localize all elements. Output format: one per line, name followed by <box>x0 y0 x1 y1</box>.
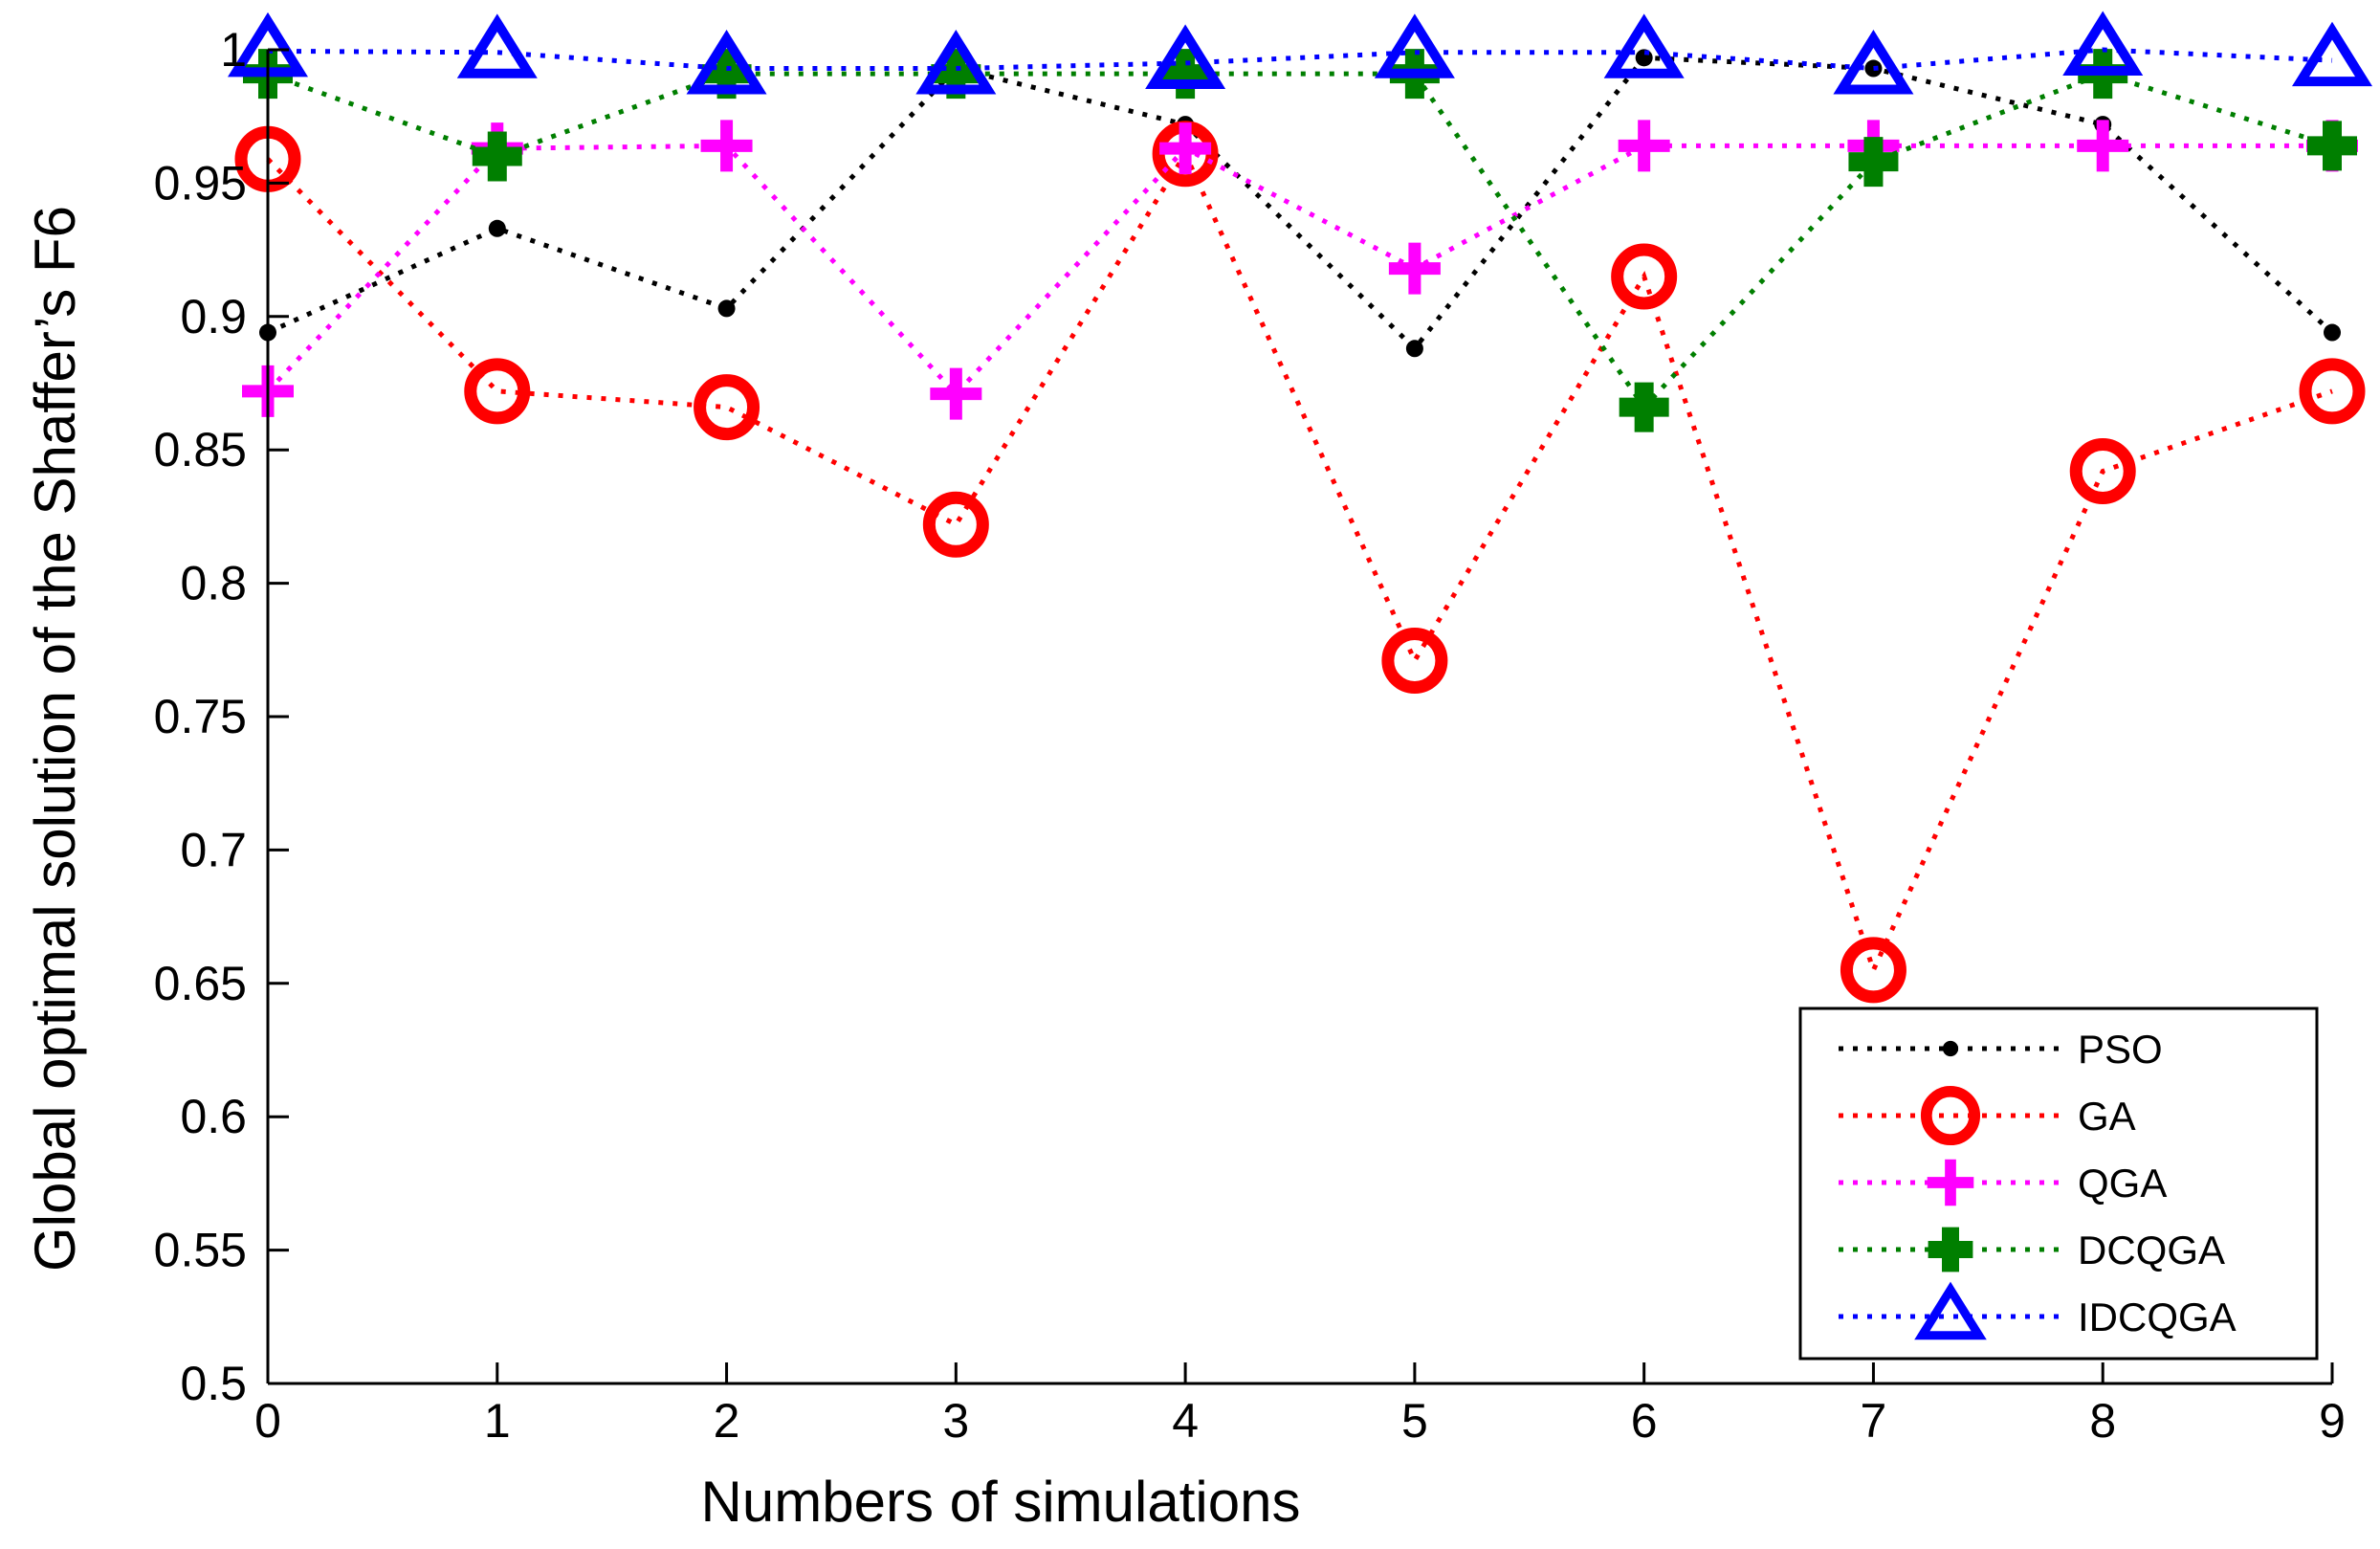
x-axis-title: Numbers of simulations <box>701 1470 1301 1534</box>
data-point-pso-5 <box>1405 340 1423 358</box>
data-point-pso-1 <box>488 219 506 237</box>
y-tick-label-0.6: 0.6 <box>180 1090 247 1143</box>
legend-label-qga: QGA <box>2078 1161 2167 1206</box>
series-idcqga <box>227 11 2373 95</box>
data-point-pso-7 <box>1864 59 1883 77</box>
data-point-qga-4 <box>1159 122 1212 175</box>
data-point-ga-3 <box>922 491 989 558</box>
y-tick-label-0.95: 0.95 <box>154 156 247 210</box>
legend-label-idcqga: IDCQGA <box>2078 1295 2237 1339</box>
legend-marker-pso <box>1942 1040 1959 1057</box>
data-point-idcqga-1 <box>456 13 538 78</box>
data-point-qga-6 <box>1618 120 1670 172</box>
data-point-idcqga-9 <box>2291 21 2373 87</box>
data-point-ga-9 <box>2299 358 2366 425</box>
y-tick-label-1: 1 <box>220 23 247 77</box>
data-point-pso-2 <box>717 299 736 318</box>
y-tick-label-0.7: 0.7 <box>180 823 247 876</box>
x-tick-label-3: 3 <box>942 1394 969 1448</box>
data-point-qga-8 <box>2077 120 2129 172</box>
data-point-dcqga-9 <box>2307 121 2357 171</box>
x-tick-label-7: 7 <box>1861 1394 1887 1448</box>
data-point-ga-5 <box>1381 627 1448 694</box>
data-point-dcqga-4 <box>1160 49 1211 100</box>
data-point-idcqga-7 <box>1833 30 1914 95</box>
data-point-ga-2 <box>694 374 760 441</box>
data-point-idcqga-2 <box>686 30 767 95</box>
x-tick-label-8: 8 <box>2089 1394 2116 1448</box>
legend-label-pso: PSO <box>2078 1027 2163 1072</box>
legend-label-ga: GA <box>2078 1094 2136 1139</box>
data-point-idcqga-5 <box>1374 13 1455 78</box>
series-line-ga <box>266 148 2333 977</box>
legend-marker-dcqga <box>1928 1227 1973 1272</box>
y-tick-label-0.5: 0.5 <box>180 1357 247 1410</box>
x-tick-label-9: 9 <box>2319 1394 2346 1448</box>
data-point-dcqga-6 <box>1619 382 1669 432</box>
series-line-pso <box>266 55 2334 352</box>
data-point-idcqga-6 <box>1603 13 1685 78</box>
y-tick-label-0.9: 0.9 <box>180 290 247 343</box>
legend-marker-idcqga <box>1914 1281 1987 1340</box>
y-tick-label-0.65: 0.65 <box>154 957 247 1010</box>
x-tick-label-6: 6 <box>1631 1394 1658 1448</box>
data-point-pso-9 <box>2324 323 2341 342</box>
data-point-qga-2 <box>700 120 753 172</box>
legend: PSO GA QGA DCQGA IDCQGA <box>1798 1007 2319 1361</box>
y-tick-label-0.75: 0.75 <box>154 690 247 743</box>
x-tick-label-2: 2 <box>714 1394 740 1448</box>
data-point-ga-7 <box>1840 937 1906 1004</box>
data-point-ga-6 <box>1611 243 1678 310</box>
series-line-qga <box>266 143 2332 398</box>
data-point-idcqga-4 <box>1145 24 1226 89</box>
data-point-ga-1 <box>464 358 531 425</box>
series-line-dcqga <box>267 71 2333 411</box>
data-point-ga-8 <box>2069 438 2136 505</box>
legend-marker-qga <box>1927 1159 1974 1206</box>
x-tick-label-0: 0 <box>254 1394 281 1448</box>
series-line-idcqga <box>267 47 2333 72</box>
legend-marker-ga <box>1920 1085 1981 1146</box>
y-tick-label-0.85: 0.85 <box>154 423 247 476</box>
data-point-dcqga-7 <box>1848 137 1899 188</box>
x-tick-label-1: 1 <box>484 1394 511 1448</box>
y-tick-label-0.55: 0.55 <box>154 1224 247 1277</box>
data-point-pso-6 <box>1635 49 1653 67</box>
series-layer <box>227 11 2373 1004</box>
data-point-dcqga-1 <box>472 131 522 182</box>
x-tick-label-5: 5 <box>1401 1394 1428 1448</box>
x-tick-label-4: 4 <box>1172 1394 1199 1448</box>
y-axis-title: Global optimal solution of the Shaffer’s… <box>23 206 87 1272</box>
data-point-idcqga-8 <box>2062 11 2144 76</box>
legend-label-dcqga: DCQGA <box>2078 1228 2225 1272</box>
data-point-qga-3 <box>930 367 982 420</box>
data-point-qga-5 <box>1388 242 1441 295</box>
axes: 0 1 2 3 4 5 6 7 8 9 0.5 0.55 0.6 0.65 0.7 0.75 0.8 0.85 0.… <box>154 23 2346 1448</box>
y-tick-label-0.8: 0.8 <box>180 557 247 610</box>
data-point-idcqga-3 <box>915 30 997 95</box>
